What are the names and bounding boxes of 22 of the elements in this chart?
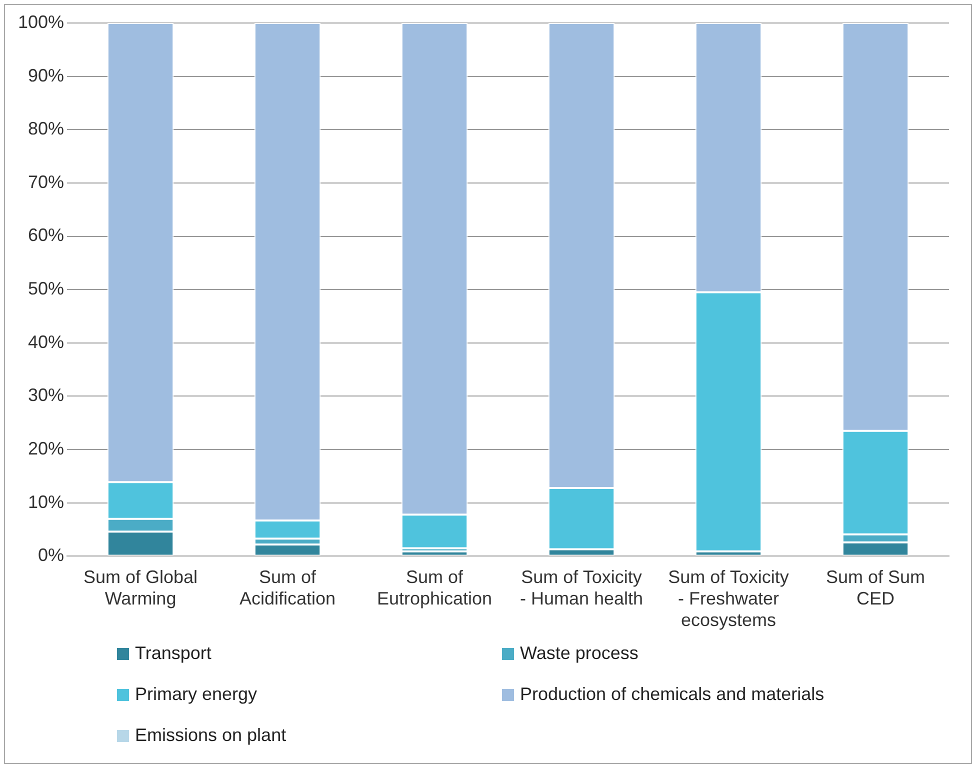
y-tick-label: 40%	[28, 332, 64, 352]
y-tick-label: 50%	[28, 278, 64, 299]
y-tick-label: 100%	[18, 12, 64, 32]
y-tick-label: 20%	[28, 438, 64, 459]
legend-label: Transport	[135, 643, 212, 664]
legend-label: Emissions on plant	[135, 725, 286, 746]
y-tick-label: 60%	[28, 225, 64, 246]
y-tick-label: 0%	[38, 545, 64, 566]
y-tick-label: 10%	[28, 492, 64, 512]
y-tick-label: 90%	[28, 65, 64, 86]
legend-label: Waste process	[520, 643, 638, 664]
y-tick-label: 80%	[28, 118, 64, 139]
x-tick-label: Sum of Toxicity - Freshwater ecosystems	[668, 566, 789, 630]
x-tick-label: Sum of Sum CED	[826, 566, 926, 609]
x-tick-label: Sum of Toxicity - Human health	[520, 566, 644, 609]
legend-label: Production of chemicals and materials	[520, 684, 824, 705]
y-tick-label: 30%	[28, 385, 64, 406]
x-tick-label: Sum of Eutrophication	[376, 566, 492, 609]
legend-label: Primary energy	[135, 684, 258, 705]
x-tick-label: Sum of Global Warming	[84, 566, 198, 609]
y-tick-label: 70%	[28, 172, 64, 192]
x-tick-label: Sum of Acidification	[240, 566, 336, 609]
